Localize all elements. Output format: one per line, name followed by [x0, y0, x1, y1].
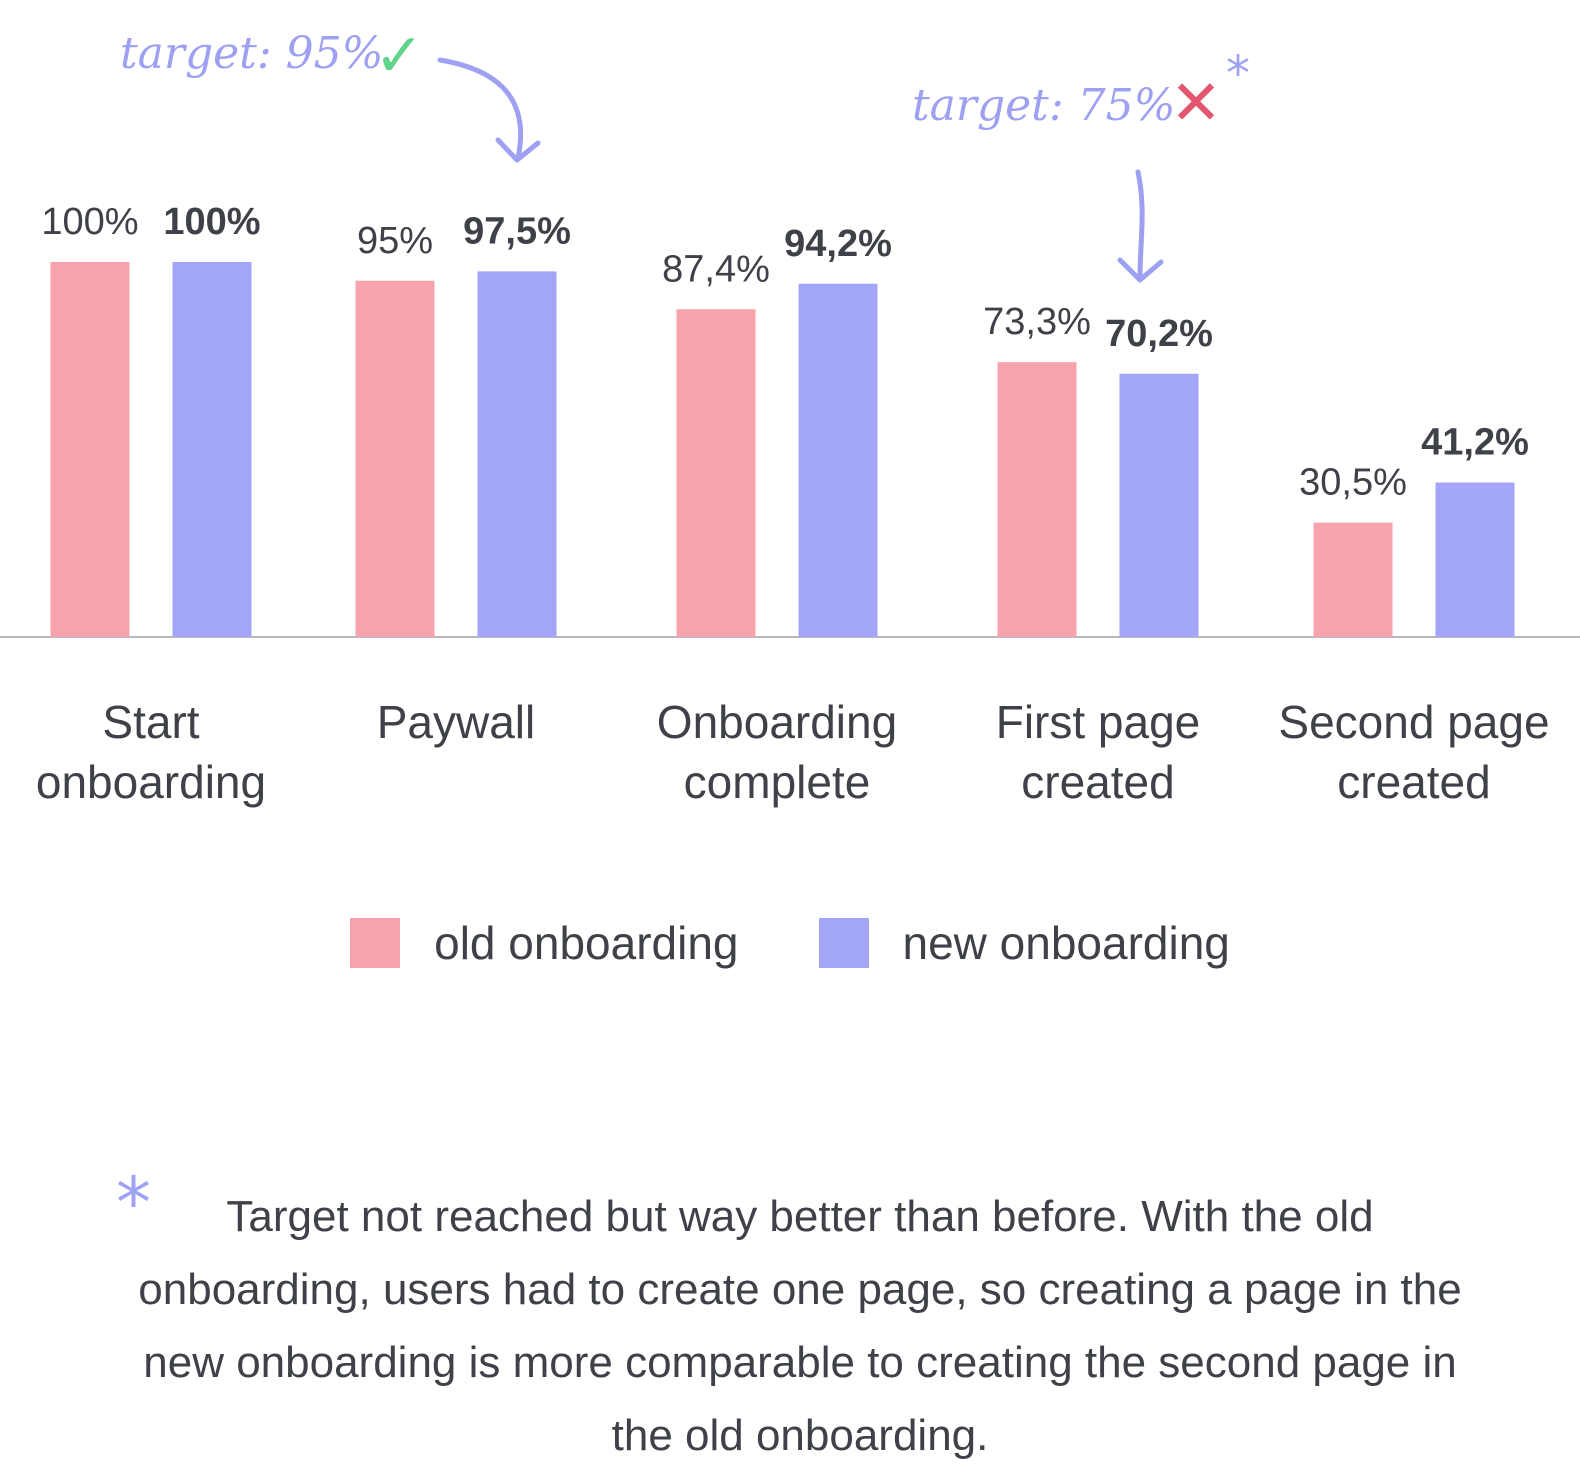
footnote-text: Target not reached but way better than b…: [138, 1192, 1462, 1460]
arrow-icon: [437, 57, 524, 161]
category-label-3: First page created: [996, 696, 1201, 808]
annotation-target-95: target: 95% ✓: [120, 21, 541, 163]
bar-new-1: [477, 271, 557, 637]
bar-old-3: [997, 362, 1077, 637]
value-label-new-0: 100%: [163, 201, 260, 243]
legend-label-old: old onboarding: [434, 917, 739, 969]
category-label-2: Onboarding complete: [657, 696, 897, 808]
legend-swatch-old: [350, 918, 401, 968]
arrowhead-icon: [495, 137, 541, 163]
arrow-icon: [1135, 169, 1145, 281]
bar-old-4: [1313, 522, 1393, 637]
category-label-4: Second page created: [1278, 696, 1549, 808]
value-label-new-2: 94,2%: [784, 223, 892, 265]
cross-icon: ✕: [1170, 66, 1222, 139]
legend-item-new: new onboarding: [818, 916, 1230, 970]
value-label-old-4: 30,5%: [1299, 462, 1407, 504]
bar-new-0: [172, 262, 252, 637]
value-label-new-4: 41,2%: [1421, 422, 1529, 464]
bar-old-1: [355, 280, 435, 637]
asterisk-icon: *: [1226, 46, 1250, 102]
value-label-old-3: 73,3%: [983, 301, 1091, 343]
bar-new-4: [1435, 482, 1515, 637]
legend: old onboarding new onboarding: [0, 916, 1580, 970]
legend-item-old: old onboarding: [350, 916, 739, 970]
bar-chart: 100% 100% 95% 97,5% 87,4% 94,2% 73,3% 70,2% 30,5…: [0, 21, 1580, 808]
bar-old-0: [50, 262, 130, 637]
annotation-target-75-text: target: 75%: [912, 80, 1175, 131]
check-icon: ✓: [374, 21, 424, 91]
legend-label-new: new onboarding: [902, 917, 1230, 969]
category-label-0: Start onboarding: [36, 696, 266, 808]
bar-new-2: [798, 283, 878, 637]
category-label-1: Paywall: [377, 696, 536, 748]
legend-swatch-new: [818, 918, 869, 968]
annotation-target-75: target: 75% ✕ *: [912, 46, 1250, 283]
value-label-new-3: 70,2%: [1105, 313, 1213, 355]
annotation-target-95-text: target: 95%: [120, 28, 383, 79]
value-label-old-2: 87,4%: [662, 248, 770, 290]
value-label-old-1: 95%: [357, 220, 433, 262]
value-label-new-1: 97,5%: [463, 210, 571, 252]
bar-new-3: [1119, 373, 1199, 637]
footnote-asterisk-icon: *: [116, 1162, 151, 1244]
arrowhead-icon: [1117, 257, 1164, 283]
bar-old-2: [676, 309, 756, 637]
value-label-old-0: 100%: [41, 201, 138, 243]
